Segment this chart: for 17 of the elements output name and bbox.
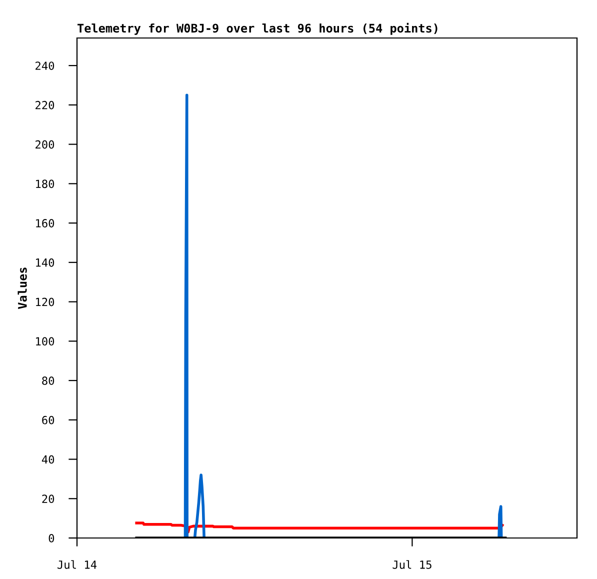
y-tick-label: 240 <box>36 62 54 70</box>
y-tick-label: 180 <box>36 180 54 188</box>
y-tick-label: 100 <box>36 337 54 346</box>
y-tick-label: 120 <box>36 298 54 306</box>
y-tick-label: 60 <box>42 416 54 424</box>
y-tick-label: 20 <box>42 494 54 504</box>
y-tick-label: 200 <box>36 140 54 149</box>
y-tick-label: 220 <box>36 100 54 110</box>
x-tick-label: Jul 15 <box>392 560 432 569</box>
y-tick-label: 140 <box>36 258 54 267</box>
y-tick-label: 160 <box>36 219 54 228</box>
y-tick-label: 80 <box>42 376 54 385</box>
y-axis-title: Values <box>18 268 27 309</box>
y-tick-label: 0 <box>48 534 54 542</box>
x-tick-label: Jul 14 <box>58 560 97 569</box>
chart-title: Telemetry for W0BJ-9 over last 96 hours (54 points) <box>78 22 438 35</box>
y-tick-label: 40 <box>42 455 54 464</box>
